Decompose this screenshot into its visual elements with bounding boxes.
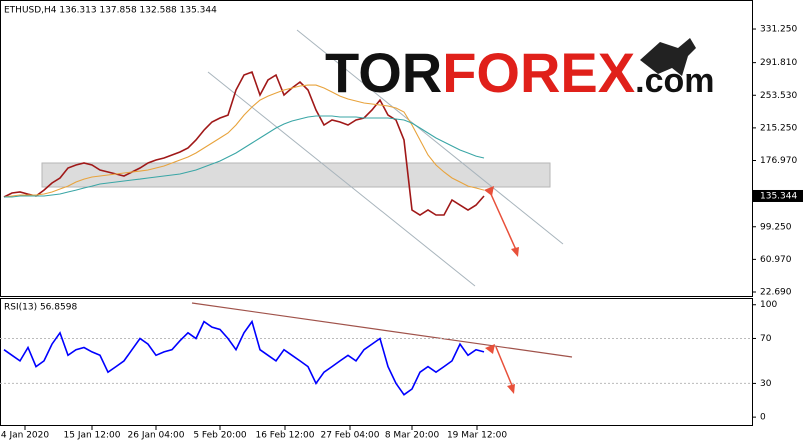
price-pane	[0, 0, 753, 297]
arrow-head	[485, 344, 495, 354]
arrow	[495, 346, 514, 389]
arrow-head	[511, 247, 519, 257]
y-tick-label: 215.250	[760, 123, 797, 133]
logo-forex: FOREX	[442, 41, 635, 104]
series-line	[4, 115, 485, 198]
y-tick-label: 99.250	[760, 222, 792, 232]
rsi-trendline	[191, 302, 573, 358]
logo-bull	[640, 38, 696, 76]
y-tick-label: 176.970	[760, 156, 797, 166]
channel-lower	[207, 71, 476, 287]
logo: TORFOREX.com	[325, 38, 714, 104]
y-tick-label: 70	[760, 334, 772, 344]
x-tick-label: 8 Mar 20:00	[385, 431, 440, 441]
rsi-title: RSI(13) 56.8598	[4, 303, 77, 313]
series-line	[3, 70, 485, 216]
chart-header: ETHUSD,H4 136.313 137.858 132.588 135.34…	[4, 6, 217, 16]
y-tick-label: 0	[760, 413, 766, 423]
y-tick-label: 60.970	[760, 255, 792, 265]
x-tick-label: 5 Feb 20:00	[193, 431, 247, 441]
x-tick-label: 19 Mar 12:00	[447, 431, 507, 441]
y-tick-label: 100	[760, 300, 777, 310]
x-tick-label: 16 Feb 12:00	[255, 431, 314, 441]
arrow	[489, 191, 518, 253]
y-tick-label: 22.690	[760, 288, 792, 298]
arrows	[484, 186, 519, 394]
logo-tor: TOR	[325, 41, 442, 104]
y-tick-label: 253.530	[760, 91, 797, 101]
last-price-label: 135.344	[760, 191, 797, 201]
x-tick-label: 4 Jan 2020	[1, 431, 49, 441]
arrow-head	[507, 384, 515, 394]
y-tick-label: 30	[760, 379, 772, 389]
x-tick-label: 27 Feb 04:00	[320, 431, 379, 441]
y-tick-label: 331.250	[760, 25, 797, 35]
series-line	[3, 319, 485, 396]
series-line	[3, 84, 485, 198]
last-price-bg	[753, 189, 803, 202]
x-tick-label: 15 Jan 12:00	[64, 431, 121, 441]
x-tick-label: 26 Jan 04:00	[128, 431, 185, 441]
arrow-head	[484, 186, 494, 196]
rsi-pane	[0, 298, 753, 426]
channel-upper	[296, 29, 564, 245]
y-tick-label: 291.810	[760, 58, 797, 68]
logo-text: TORFOREX.com	[325, 41, 714, 104]
